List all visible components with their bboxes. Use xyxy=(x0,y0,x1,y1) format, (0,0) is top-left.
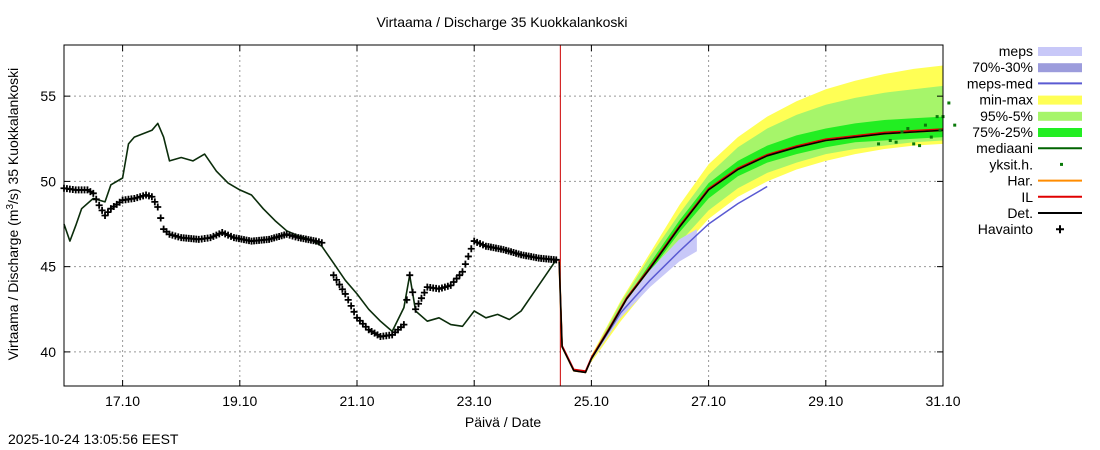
legend-swatch xyxy=(1038,95,1082,105)
single-member-point xyxy=(888,138,892,142)
legend-swatch xyxy=(1038,111,1082,121)
legend: meps70%-30%meps-medmin-max95%-5%75%-25%m… xyxy=(967,43,1082,237)
band-75-25 xyxy=(591,116,943,360)
observation-marker xyxy=(458,268,466,276)
observation-marker xyxy=(420,289,428,297)
observation-marker xyxy=(406,271,414,279)
legend-label: Havainto xyxy=(978,221,1033,237)
legend-label: 70%-30% xyxy=(972,59,1033,75)
observation-marker xyxy=(341,290,349,298)
band-95-5 xyxy=(591,85,943,361)
x-tick-label: 27.10 xyxy=(691,393,726,409)
forecast-bands xyxy=(591,65,943,363)
observation-marker xyxy=(344,296,352,304)
legend-swatch xyxy=(1038,128,1082,137)
y-tick-label: 40 xyxy=(40,344,56,360)
legend-label: mediaani xyxy=(976,140,1033,156)
data-lines xyxy=(63,45,944,386)
observation-marker xyxy=(417,294,425,302)
legend-label: IL xyxy=(1021,189,1033,205)
single-member-point xyxy=(923,123,927,127)
x-tick-label: 25.10 xyxy=(574,393,609,409)
observation-marker xyxy=(400,321,408,329)
axis-ticks: 17.10 19.10 21.10 23.10 25.10 27.10 29.10 31.10… xyxy=(40,45,961,409)
single-member-point xyxy=(900,130,904,134)
legend-swatch xyxy=(1060,162,1063,166)
observation-marker xyxy=(98,206,106,214)
observation-marker xyxy=(412,305,420,313)
observation-marker xyxy=(350,308,358,316)
single-member-point xyxy=(894,140,898,144)
observation-marker xyxy=(151,198,159,206)
observation-marker xyxy=(92,195,100,203)
observation-marker xyxy=(332,276,340,284)
y-tick-label: 50 xyxy=(40,173,56,189)
observation-marker xyxy=(318,239,326,247)
y-tick-label: 45 xyxy=(40,259,56,275)
single-member-point xyxy=(953,123,957,127)
single-member-point xyxy=(912,142,916,146)
x-axis-label: Päivä / Date xyxy=(465,414,541,430)
observation-marker xyxy=(461,260,469,268)
plot-frame xyxy=(63,44,944,387)
observation-marker xyxy=(154,203,162,211)
observation-marker xyxy=(347,302,355,310)
observation-marker xyxy=(95,201,103,209)
legend-label: yksit.h. xyxy=(989,156,1033,172)
single-member-point xyxy=(877,142,881,146)
single-member-point xyxy=(938,128,942,132)
legend-label: meps-med xyxy=(967,75,1033,91)
observation-marker xyxy=(338,285,346,293)
single-member-point xyxy=(906,127,910,131)
x-tick-label: 23.10 xyxy=(457,393,492,409)
y-axis-label: Virtaama / Discharge (m3/s) 35 Kuokkalan… xyxy=(5,68,22,360)
observation-marker xyxy=(148,193,156,201)
observation-marker xyxy=(335,281,343,289)
x-tick-label: 29.10 xyxy=(808,393,843,409)
legend-label: Det. xyxy=(1007,205,1033,221)
legend-label: min-max xyxy=(979,92,1033,108)
timestamp: 2025-10-24 13:05:56 EEST xyxy=(8,431,179,447)
observation-marker xyxy=(467,245,475,253)
observation-marker xyxy=(89,189,97,197)
observation-markers xyxy=(60,101,957,341)
x-tick-label: 31.10 xyxy=(925,393,960,409)
det-forecast-line xyxy=(558,129,944,374)
x-tick-label: 21.10 xyxy=(339,393,374,409)
history-line xyxy=(63,122,560,333)
il-forecast-line xyxy=(558,128,944,372)
legend-label: 95%-5% xyxy=(980,108,1033,124)
legend-swatch xyxy=(1038,63,1082,73)
observation-marker xyxy=(409,288,417,296)
observation-marker xyxy=(415,300,423,308)
x-tick-label: 17.10 xyxy=(105,393,140,409)
observation-marker xyxy=(464,252,472,260)
observation-marker xyxy=(330,271,338,279)
legend-label: Har. xyxy=(1007,173,1033,189)
legend-swatch xyxy=(1056,225,1064,234)
observation-marker xyxy=(157,214,165,222)
meps-band xyxy=(591,229,697,361)
single-member-point xyxy=(935,115,939,119)
single-member-point xyxy=(918,144,922,148)
meps-median-line xyxy=(590,185,768,360)
single-member-point xyxy=(929,135,933,139)
y-tick-label: 55 xyxy=(40,88,56,104)
legend-swatch xyxy=(1038,47,1082,56)
legend-label: meps xyxy=(999,43,1033,59)
legend-label: 75%-25% xyxy=(972,124,1033,140)
chart-title: Virtaama / Discharge 35 Kuokkalankoski xyxy=(376,14,627,30)
observation-marker xyxy=(403,296,411,304)
x-tick-label: 19.10 xyxy=(222,393,257,409)
observation-marker xyxy=(552,256,560,264)
single-member-point xyxy=(947,101,951,105)
